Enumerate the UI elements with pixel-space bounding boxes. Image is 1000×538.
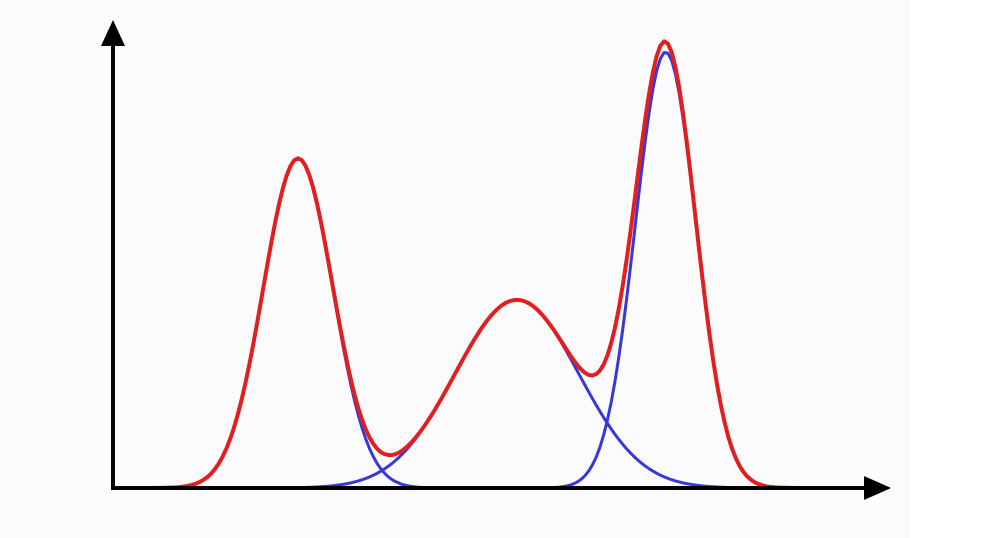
curves-group bbox=[120, 39, 846, 490]
plot-background bbox=[0, 0, 910, 538]
y-axis-arrowhead bbox=[101, 20, 125, 46]
axes-group bbox=[101, 20, 891, 500]
x-axis-arrowhead bbox=[864, 476, 891, 500]
component-curve-3 bbox=[120, 50, 846, 490]
mixture-curve bbox=[120, 39, 846, 490]
